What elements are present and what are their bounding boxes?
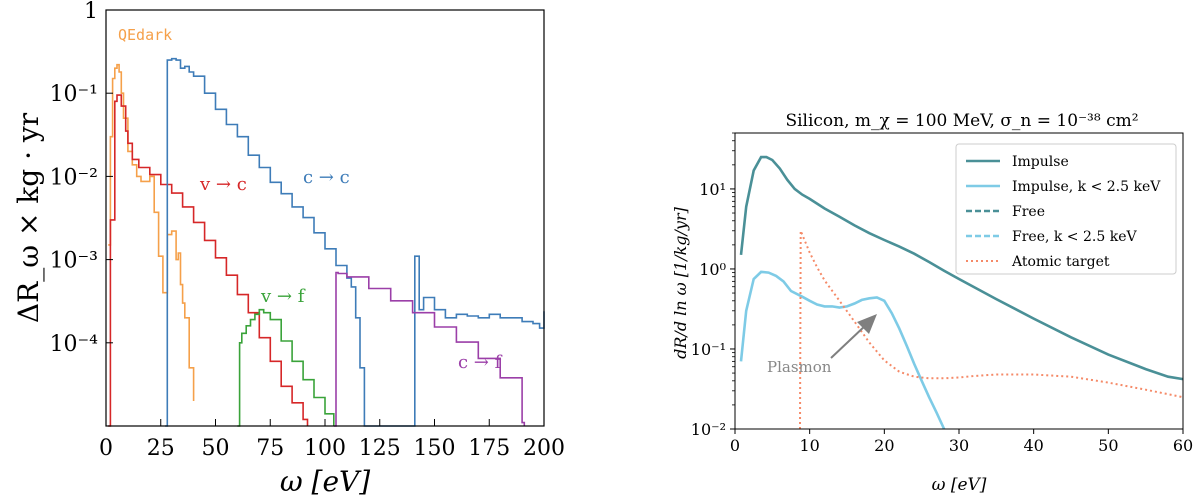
y-tick-label: 10⁰: [699, 260, 726, 279]
y-tick-label: 1: [84, 0, 98, 24]
x-tick-label: 75: [256, 436, 284, 461]
y-tick-label: 10⁻³: [50, 249, 98, 274]
y-tick-label: 10⁻⁴: [50, 332, 99, 357]
left-tick-group: 0 25 50 75 100 125 150 175 200 1 10⁻¹ 10⁻² 10⁻³ 10⁻⁴: [50, 0, 565, 461]
left-series-group: [108, 57, 545, 427]
y-tick-label: 10⁻²: [50, 165, 98, 190]
x-tick-label: 175: [468, 436, 510, 461]
legend-label: Atomic target: [1011, 254, 1110, 270]
right-series-group: [739, 155, 1184, 430]
y-tick-label: 10⁻¹: [50, 82, 98, 107]
legend-label: Free, k < 2.5 keV: [1012, 229, 1137, 245]
series-line-0: [108, 63, 195, 401]
series-line-2: [165, 57, 545, 427]
y-tick-label: 10¹: [699, 180, 726, 199]
y-tick-label: 10⁻²: [691, 420, 726, 439]
x-tick-label: 30: [949, 436, 969, 455]
series-annotation: v → f: [260, 286, 306, 307]
right-y-axis-label: dR/d ln ω [1/kg/yr]: [671, 206, 690, 358]
series-line-1: [739, 270, 946, 430]
legend-label: Impulse: [1012, 154, 1069, 170]
x-tick-label: 25: [147, 436, 175, 461]
plasmon-annotation: Plasmon: [767, 358, 832, 376]
right-tick-group: 0 10 20 30 40 50 60 10¹ 10⁰ 10⁻¹ 10⁻²: [691, 132, 1193, 455]
series-annotation: c → f: [458, 352, 503, 373]
series-annotation: c → c: [303, 167, 350, 188]
x-tick-label: 200: [523, 436, 565, 461]
series-line-4: [333, 271, 526, 427]
legend-box: [955, 143, 1177, 275]
right-chart: Silicon, m_χ = 100 MeV, σ_n = 10⁻³⁸ cm² …: [671, 111, 1193, 495]
legend-label: Free: [1012, 204, 1045, 220]
y-tick-label: 10⁻¹: [691, 340, 726, 359]
left-x-axis-label: ω [eV]: [280, 465, 370, 498]
left-y-axis-label: ΔR_ω × kg · yr: [12, 112, 45, 323]
legend: Impulse Impulse, k < 2.5 keV Free Free, k <…: [955, 143, 1177, 275]
plasmon-arrow-shaft: [830, 323, 868, 359]
left-chart: 0 25 50 75 100 125 150 175 200110⁻¹10⁻²10⁻³10⁻⁴ …: [12, 0, 565, 498]
x-tick-label: 50: [1098, 436, 1118, 455]
x-tick-label: 0: [730, 436, 740, 455]
x-tick-label: 50: [202, 436, 230, 461]
right-x-axis-label: ω [eV]: [932, 475, 987, 495]
x-tick-label: 60: [1173, 436, 1193, 455]
series-annotation: QEdark: [118, 26, 172, 44]
x-tick-label: 40: [1023, 436, 1043, 455]
series-annotation: v → c: [199, 174, 247, 195]
series-line-0: [739, 155, 1184, 381]
x-tick-label: 125: [359, 436, 401, 461]
series-line-1: [108, 94, 309, 427]
x-tick-label: 20: [874, 436, 894, 455]
x-tick-label: 150: [414, 436, 456, 461]
legend-label: Impulse, k < 2.5 keV: [1012, 179, 1161, 195]
right-chart-title: Silicon, m_χ = 100 MeV, σ_n = 10⁻³⁸ cm²: [785, 111, 1138, 131]
right-annotation-group: Plasmon: [767, 314, 877, 376]
x-tick-label: 0: [99, 436, 113, 461]
plasmon-arrow-head: [857, 314, 877, 334]
left-annotation-group: QEdark v → c c → c v → f c → f: [118, 26, 503, 373]
series-line-3: [237, 308, 335, 427]
x-tick-label: 10: [799, 436, 819, 455]
x-tick-label: 100: [304, 436, 346, 461]
